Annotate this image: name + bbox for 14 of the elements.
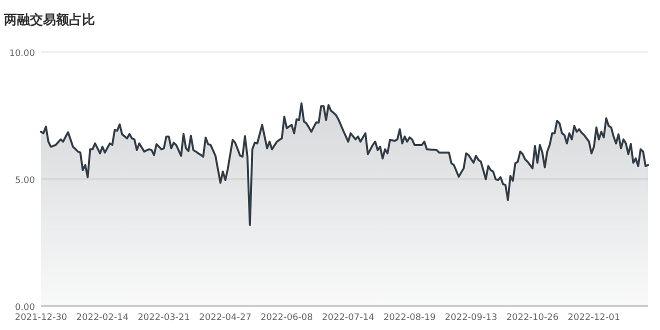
x-tick-label: 2022-09-13	[444, 313, 498, 323]
x-tick-label: 2022-06-08	[260, 313, 314, 323]
x-tick-label: 2022-08-19	[383, 313, 436, 323]
y-tick-label: 5.00	[14, 176, 36, 186]
chart-title: 两融交易额占比	[3, 12, 95, 28]
x-tick-label: 2022-04-27	[199, 313, 252, 323]
x-tick-label: 2022-03-21	[138, 313, 190, 323]
x-tick-label: 2022-02-14	[76, 313, 129, 323]
x-tick-label: 2022-07-14	[322, 313, 375, 323]
x-tick-label: 2021-12-30	[14, 313, 68, 323]
y-tick-label: 0.00	[14, 303, 36, 313]
x-tick-label: 2022-12-01	[568, 313, 620, 323]
x-tick-label: 2022-10-26	[506, 313, 559, 323]
y-tick-label: 10.00	[9, 49, 36, 59]
